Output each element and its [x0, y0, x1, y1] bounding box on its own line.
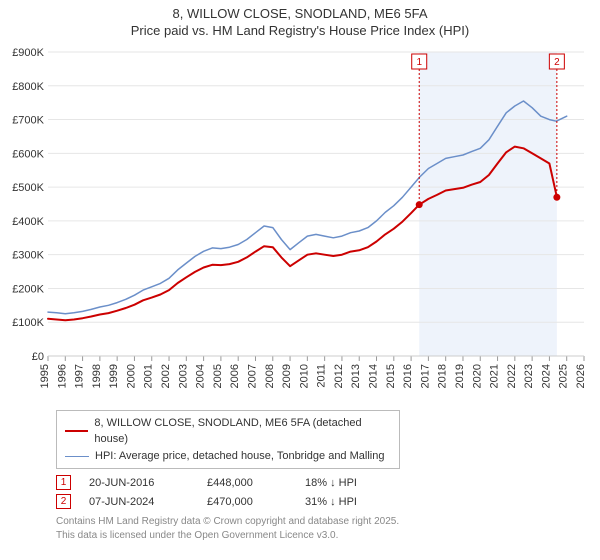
chart-svg: £0 £100K £200K £300K £400K £500K £600K £700K £80… [8, 44, 592, 404]
svg-text:2018: 2018 [437, 364, 449, 388]
legend-label: 8, WILLOW CLOSE, SNODLAND, ME6 5FA (deta… [94, 415, 391, 448]
sales-date: 07-JUN-2024 [89, 496, 189, 508]
svg-text:2003: 2003 [177, 364, 189, 388]
svg-text:£500K: £500K [12, 182, 44, 194]
footer-credit: Contains HM Land Registry data © Crown c… [56, 515, 592, 542]
sales-pct: 31% ↓ HPI [305, 496, 357, 508]
legend-label: HPI: Average price, detached house, Tonb… [95, 448, 384, 465]
sales-row: 2 07-JUN-2024 £470,000 31% ↓ HPI [56, 494, 592, 509]
sales-pct: 18% ↓ HPI [305, 477, 357, 489]
footer-line-2: This data is licensed under the Open Gov… [56, 529, 592, 543]
chart-area: £0 £100K £200K £300K £400K £500K £600K £700K £80… [8, 44, 592, 404]
svg-text:£0: £0 [32, 351, 44, 363]
svg-text:2008: 2008 [264, 364, 276, 388]
legend-swatch [65, 430, 88, 432]
legend-box: 8, WILLOW CLOSE, SNODLAND, ME6 5FA (deta… [56, 410, 400, 470]
svg-text:2025: 2025 [558, 364, 570, 388]
svg-text:2022: 2022 [506, 364, 518, 388]
svg-text:2009: 2009 [281, 364, 293, 388]
svg-text:1999: 1999 [108, 364, 120, 388]
sales-marker: 2 [56, 494, 71, 509]
svg-text:£400K: £400K [12, 216, 44, 228]
svg-text:2017: 2017 [419, 364, 431, 388]
svg-text:2011: 2011 [316, 364, 328, 388]
svg-text:£800K: £800K [12, 81, 44, 93]
svg-text:2012: 2012 [333, 364, 345, 388]
chart-header: 8, WILLOW CLOSE, SNODLAND, ME6 5FA Price… [8, 6, 592, 40]
svg-text:£600K: £600K [12, 148, 44, 160]
svg-text:2015: 2015 [385, 364, 397, 388]
svg-text:2000: 2000 [125, 364, 137, 388]
svg-text:£900K: £900K [12, 47, 44, 59]
svg-text:2: 2 [554, 57, 560, 68]
svg-text:1997: 1997 [74, 364, 86, 388]
svg-text:1996: 1996 [56, 364, 68, 388]
sales-date: 20-JUN-2016 [89, 477, 189, 489]
legend-item: HPI: Average price, detached house, Tonb… [65, 448, 391, 465]
sales-marker: 1 [56, 475, 71, 490]
svg-text:1998: 1998 [91, 364, 103, 388]
svg-text:2014: 2014 [368, 364, 380, 388]
svg-text:£100K: £100K [12, 317, 44, 329]
svg-text:2020: 2020 [471, 364, 483, 388]
sales-table: 1 20-JUN-2016 £448,000 18% ↓ HPI 2 07-JUN-202… [56, 475, 592, 509]
chart-subtitle: Price paid vs. HM Land Registry's House … [8, 23, 592, 40]
svg-text:2006: 2006 [229, 364, 241, 388]
svg-text:1995: 1995 [39, 364, 51, 388]
chart-title: 8, WILLOW CLOSE, SNODLAND, ME6 5FA [8, 6, 592, 23]
svg-text:2021: 2021 [489, 364, 501, 388]
svg-text:2026: 2026 [575, 364, 587, 388]
svg-text:2016: 2016 [402, 364, 414, 388]
svg-text:2024: 2024 [540, 364, 552, 388]
legend-item: 8, WILLOW CLOSE, SNODLAND, ME6 5FA (deta… [65, 415, 391, 448]
sales-row: 1 20-JUN-2016 £448,000 18% ↓ HPI [56, 475, 592, 490]
sales-price: £470,000 [207, 496, 287, 508]
svg-text:£700K: £700K [12, 114, 44, 126]
svg-text:£300K: £300K [12, 249, 44, 261]
svg-text:2023: 2023 [523, 364, 535, 388]
svg-text:2010: 2010 [298, 364, 310, 388]
svg-text:2002: 2002 [160, 364, 172, 388]
svg-text:2004: 2004 [195, 364, 207, 388]
footer-line-1: Contains HM Land Registry data © Crown c… [56, 515, 592, 529]
legend-swatch [65, 456, 89, 457]
svg-text:2013: 2013 [350, 364, 362, 388]
svg-text:2001: 2001 [143, 364, 155, 388]
sales-price: £448,000 [207, 477, 287, 489]
svg-text:2005: 2005 [212, 364, 224, 388]
svg-text:1: 1 [416, 57, 422, 68]
svg-text:£200K: £200K [12, 283, 44, 295]
svg-text:2019: 2019 [454, 364, 466, 388]
svg-text:2007: 2007 [246, 364, 258, 388]
